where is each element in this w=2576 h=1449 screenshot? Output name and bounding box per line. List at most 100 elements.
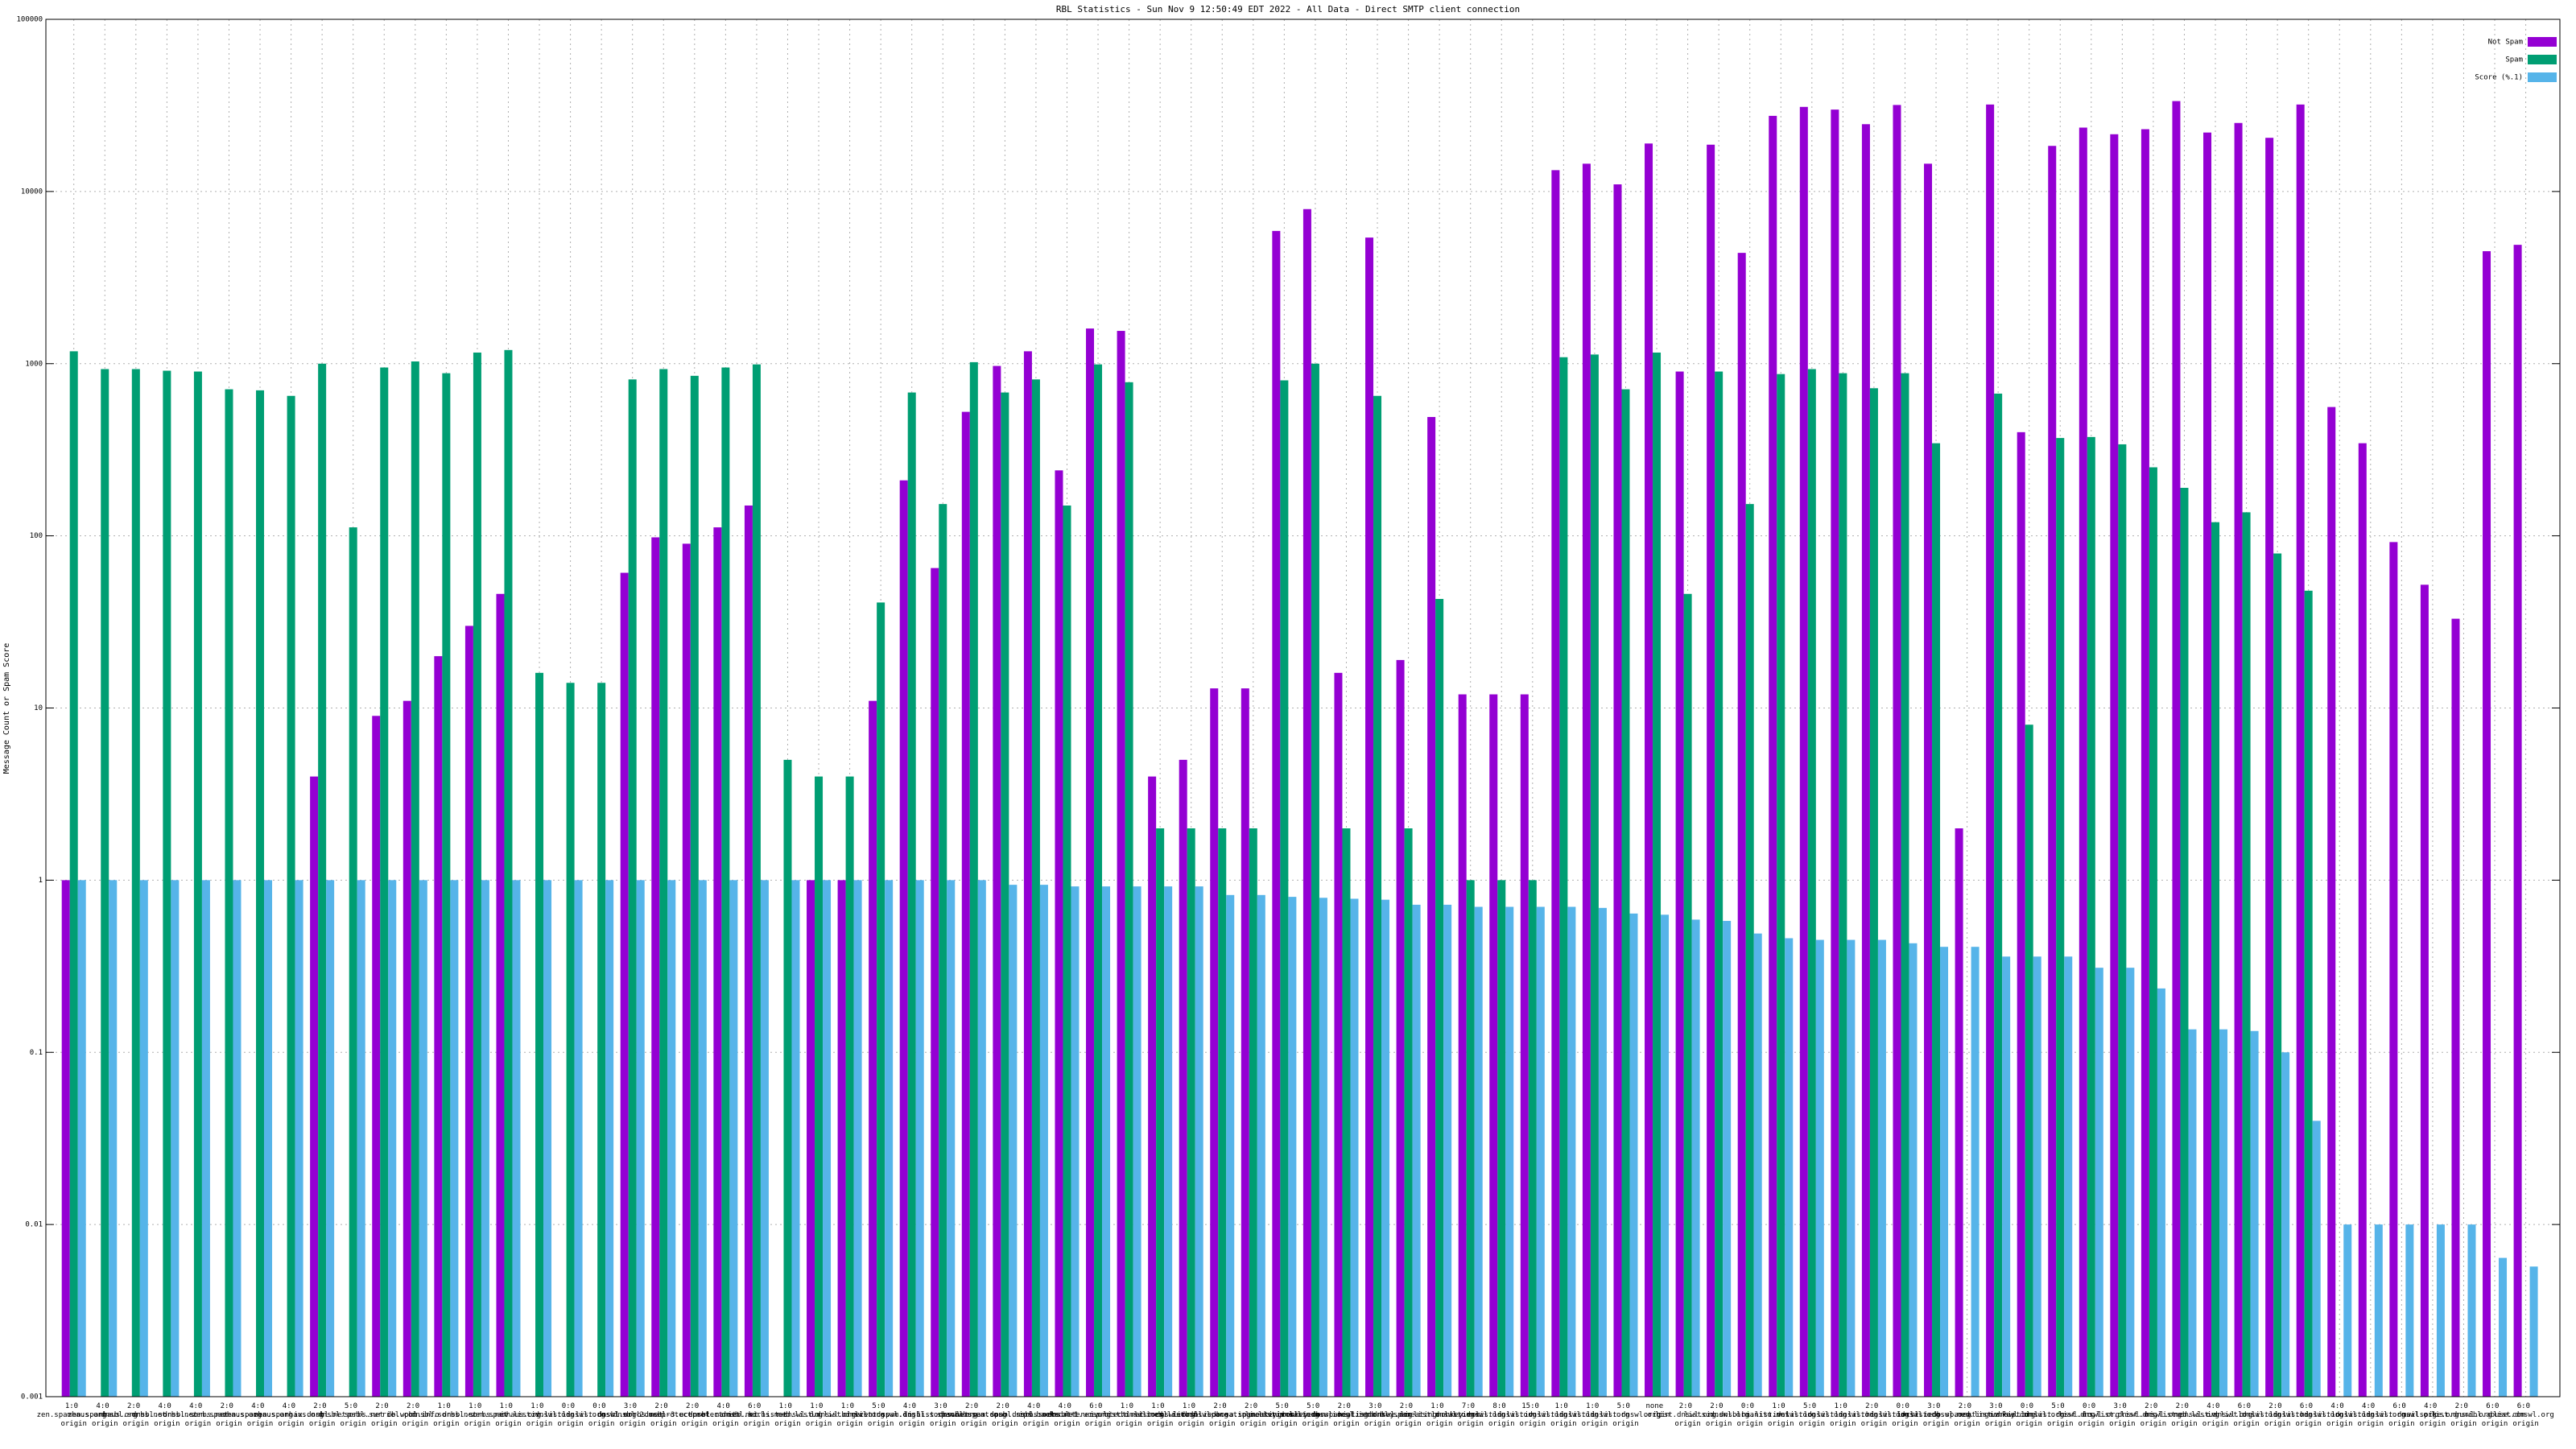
y-tick-label: 0.01 [25, 1221, 43, 1229]
plot-border [45, 19, 2561, 1397]
x-tick-label: 5:0 li.list.dnswl.org origin [1587, 1402, 1666, 1428]
x-tick-label: 4:0 hi.list.dnswl.org origin [2300, 1402, 2379, 1428]
x-tick-label: 0:0 iv.list.dnswl.org origin [1990, 1402, 2069, 1428]
bar [969, 361, 978, 1397]
bar [543, 880, 552, 1397]
bar [1683, 593, 1692, 1397]
bar [2002, 956, 2011, 1397]
bar [1023, 351, 1032, 1397]
x-tick-label: 4:0 ips.backscatterer.org origin [1019, 1402, 1115, 1428]
x-tick-label: 4:0 med.list.dnswl.org origin [2174, 1402, 2257, 1428]
legend-swatch [2528, 55, 2557, 64]
bar [225, 389, 233, 1397]
bar [2087, 436, 2095, 1397]
bar [1777, 374, 1785, 1397]
bar [163, 370, 171, 1397]
bar [2172, 101, 2181, 1397]
x-tick-label: 2:0 dnsbl-2.uceprotect.net origin [613, 1402, 714, 1428]
x-tick-label: 3:0 lo.list.dnswl.org origin [2083, 1402, 2162, 1428]
bar [2095, 968, 2103, 1397]
bar [2157, 988, 2165, 1397]
x-tick-label: 0:0 list.dnswl.org origin [2058, 1402, 2124, 1428]
bar [2343, 1224, 2352, 1397]
x-tick-label: 6:0 li.list.dnswl.org origin [2269, 1402, 2348, 1428]
bar [295, 880, 303, 1397]
bar [628, 379, 637, 1397]
x-tick-label: 1:0 lo.list.dnswl.org origin [1804, 1402, 1883, 1428]
x-tick-label: 0:0 iv.list.dnswl.org origin [531, 1402, 610, 1428]
y-tick-label: 10000 [21, 188, 43, 196]
bar [1653, 352, 1662, 1397]
x-tick-label: 4:0 dnsbl.manitu.net origin [688, 1402, 762, 1428]
x-tick-label: 1:0 li.list.dnswl.org origin [1400, 1402, 1479, 1428]
bar [2483, 251, 2491, 1397]
bar [1707, 144, 1715, 1397]
bar [1551, 170, 1560, 1397]
bar [1582, 163, 1591, 1397]
x-tick-label: 2:0 ircsl.iedb.spameatingmonkey.com orig… [1277, 1402, 1416, 1428]
x-tick-label: 2:0 list.dnswl.org origin [2120, 1402, 2186, 1428]
bar [2118, 444, 2127, 1397]
bar [752, 364, 761, 1397]
bar [791, 880, 800, 1397]
bar [1179, 759, 1187, 1397]
bar [1094, 364, 1103, 1397]
bar [349, 527, 357, 1397]
bar [1001, 392, 1009, 1397]
bar [139, 880, 148, 1397]
bar [419, 880, 427, 1397]
bar [885, 880, 894, 1397]
bar [1715, 371, 1724, 1397]
y-tick-label: 100000 [16, 16, 43, 24]
x-tick-label: 1:0 dnsbl.sorbs.net origin [443, 1402, 513, 1428]
bar [1505, 906, 1514, 1397]
bar [1877, 939, 1886, 1397]
bar [1831, 109, 1839, 1397]
x-tick-label: 4:0 spam.dnsbl.sorbs.net origin [990, 1402, 1082, 1428]
bar [2467, 1224, 2476, 1397]
x-tick-label: 1:0 zen.spamhaus.org origin [471, 1402, 545, 1428]
bar [2180, 488, 2189, 1397]
bar [1528, 880, 1537, 1397]
bar [2242, 512, 2251, 1397]
bar [1249, 828, 1257, 1397]
bar [2451, 618, 2460, 1397]
bar [2420, 584, 2429, 1397]
bar [2374, 1224, 2383, 1397]
bar [1847, 939, 1856, 1397]
bar [1893, 105, 1901, 1397]
bar [1039, 885, 1048, 1397]
legend-swatch [2528, 37, 2557, 47]
bar [1559, 357, 1568, 1397]
bar [605, 880, 614, 1397]
bar [1645, 143, 1653, 1397]
bar [1815, 939, 1824, 1397]
y-tick-label: 0.001 [21, 1393, 43, 1402]
x-tick-label: 3:0 lo.list.dnswl.org origin [1897, 1402, 1975, 1428]
bar [690, 375, 699, 1397]
bar [566, 683, 575, 1397]
x-tick-label: 2:0 db.wpbl.info origin [387, 1402, 444, 1428]
bar [682, 543, 691, 1397]
bar [61, 880, 70, 1397]
bar [1156, 828, 1165, 1397]
bar [2025, 724, 2033, 1397]
x-tick-label: 2:0 psbl.surriel.com origin [347, 1402, 421, 1428]
x-tick-label: 1:0 iv.list.dnswl.org origin [1525, 1402, 1604, 1428]
bar [2436, 1224, 2445, 1397]
bar [1102, 886, 1111, 1397]
bar [2405, 1224, 2414, 1397]
bar [1520, 694, 1529, 1397]
bar [744, 505, 753, 1397]
x-tick-label: 3:0 hi.list.dnswl.org origin [1338, 1402, 1417, 1428]
bar [1536, 906, 1545, 1397]
x-tick-label: 6:0 dnsbl-1.uceprotect.net origin [1048, 1402, 1149, 1428]
bar [2079, 127, 2087, 1397]
bar [2211, 522, 2220, 1397]
bar [1055, 470, 1063, 1397]
bar [597, 683, 606, 1397]
bar [2358, 443, 2367, 1397]
x-tick-label: 5:0 iv.list.dnswl.org origin [1773, 1402, 1852, 1428]
bar [1435, 599, 1444, 1397]
bar [357, 880, 365, 1397]
